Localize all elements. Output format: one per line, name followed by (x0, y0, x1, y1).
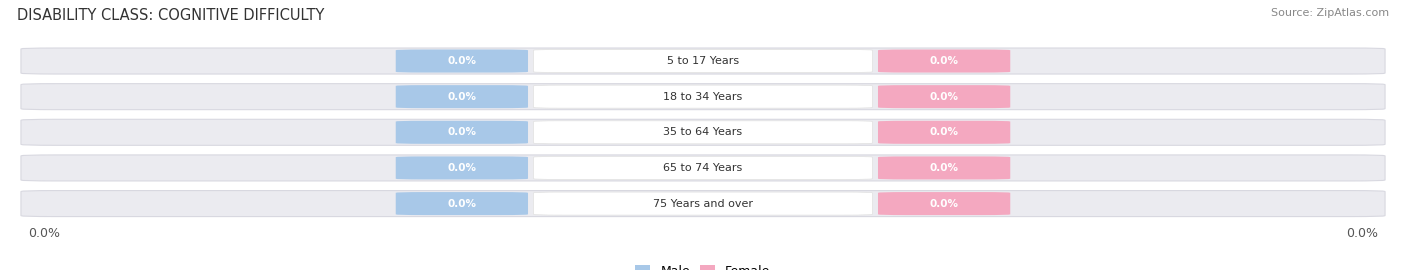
FancyBboxPatch shape (21, 155, 1385, 181)
FancyBboxPatch shape (395, 121, 529, 144)
FancyBboxPatch shape (877, 156, 1011, 180)
Text: 0.0%: 0.0% (929, 127, 959, 137)
Text: 18 to 34 Years: 18 to 34 Years (664, 92, 742, 102)
FancyBboxPatch shape (21, 119, 1385, 145)
Text: 0.0%: 0.0% (1346, 227, 1378, 240)
Text: DISABILITY CLASS: COGNITIVE DIFFICULTY: DISABILITY CLASS: COGNITIVE DIFFICULTY (17, 8, 325, 23)
FancyBboxPatch shape (533, 192, 873, 215)
FancyBboxPatch shape (21, 48, 1385, 74)
FancyBboxPatch shape (877, 121, 1011, 144)
FancyBboxPatch shape (395, 85, 529, 108)
FancyBboxPatch shape (395, 192, 529, 215)
Text: 0.0%: 0.0% (929, 198, 959, 209)
FancyBboxPatch shape (877, 85, 1011, 108)
FancyBboxPatch shape (395, 49, 529, 73)
Text: 0.0%: 0.0% (929, 92, 959, 102)
Legend: Male, Female: Male, Female (630, 260, 776, 270)
FancyBboxPatch shape (877, 49, 1011, 73)
Text: 5 to 17 Years: 5 to 17 Years (666, 56, 740, 66)
Text: Source: ZipAtlas.com: Source: ZipAtlas.com (1271, 8, 1389, 18)
Text: 0.0%: 0.0% (447, 92, 477, 102)
Text: 0.0%: 0.0% (929, 163, 959, 173)
FancyBboxPatch shape (533, 85, 873, 108)
FancyBboxPatch shape (21, 191, 1385, 217)
Text: 0.0%: 0.0% (28, 227, 60, 240)
Text: 0.0%: 0.0% (447, 56, 477, 66)
Text: 0.0%: 0.0% (929, 56, 959, 66)
FancyBboxPatch shape (877, 192, 1011, 215)
Text: 75 Years and over: 75 Years and over (652, 198, 754, 209)
Text: 65 to 74 Years: 65 to 74 Years (664, 163, 742, 173)
FancyBboxPatch shape (533, 49, 873, 73)
Text: 0.0%: 0.0% (447, 127, 477, 137)
Text: 35 to 64 Years: 35 to 64 Years (664, 127, 742, 137)
FancyBboxPatch shape (533, 156, 873, 180)
Text: 0.0%: 0.0% (447, 198, 477, 209)
FancyBboxPatch shape (395, 156, 529, 180)
Text: 0.0%: 0.0% (447, 163, 477, 173)
FancyBboxPatch shape (533, 121, 873, 144)
FancyBboxPatch shape (21, 84, 1385, 110)
